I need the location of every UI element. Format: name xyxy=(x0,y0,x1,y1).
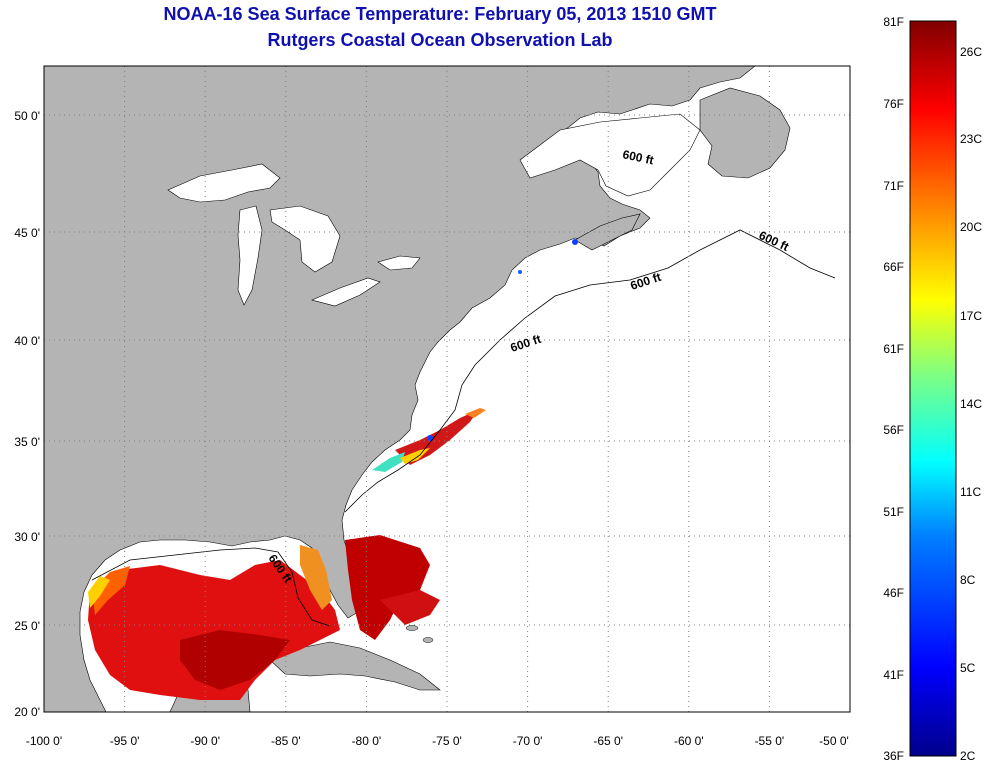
colorbar-c-label: 5C xyxy=(960,661,976,675)
lon-tick-label: -60 0' xyxy=(674,734,704,748)
lake-superior xyxy=(167,163,281,203)
colorbar-c-label: 20C xyxy=(960,220,982,234)
latitude-axis: 20 0' 25 0' 30 0' 35 0' 40 0' 45 0' 50 0… xyxy=(14,109,40,719)
colorbar-f-label: 76F xyxy=(883,97,904,111)
colorbar-f-label: 71F xyxy=(883,179,904,193)
colorbar-f-label: 61F xyxy=(883,342,904,356)
colorbar-f-label: 41F xyxy=(883,668,904,682)
lat-tick-label: 45 0' xyxy=(14,226,40,240)
colorbar-c-label: 14C xyxy=(960,397,982,411)
lat-tick-label: 30 0' xyxy=(14,530,40,544)
bathymetry-contour-600ft xyxy=(344,229,836,513)
lon-tick-label: -55 0' xyxy=(755,734,785,748)
lon-tick-label: -85 0' xyxy=(271,734,301,748)
colorbar-fahrenheit-labels: 81F 76F 71F 66F 61F 56F 51F 46F 41F 36F xyxy=(883,15,904,763)
lon-tick-label: -100 0' xyxy=(26,734,62,748)
colorbar-celsius-labels: 26C 23C 20C 17C 14C 11C 8C 5C 2C xyxy=(960,45,982,763)
colorbar-f-label: 66F xyxy=(883,260,904,274)
lat-tick-label: 40 0' xyxy=(14,334,40,348)
colorbar-f-label: 51F xyxy=(883,505,904,519)
lake-ontario xyxy=(377,255,421,271)
lon-tick-label: -95 0' xyxy=(110,734,140,748)
colorbar-c-label: 2C xyxy=(960,749,976,763)
lat-tick-label: 20 0' xyxy=(14,705,40,719)
colorbar-f-label: 56F xyxy=(883,423,904,437)
lake-erie xyxy=(311,277,381,307)
colorbar-c-label: 17C xyxy=(960,309,982,323)
lon-tick-label: -65 0' xyxy=(593,734,623,748)
longitude-axis: -100 0' -95 0' -90 0' -85 0' -80 0' -75 … xyxy=(26,734,849,748)
land-nova-scotia xyxy=(574,213,641,251)
gulf-st-lawrence xyxy=(519,113,701,197)
colorbar-f-label: 36F xyxy=(883,749,904,763)
colorbar xyxy=(909,20,957,757)
colorbar-f-label: 46F xyxy=(883,586,904,600)
colorbar-c-label: 26C xyxy=(960,45,982,59)
land-cuba xyxy=(269,641,441,691)
bathymetry-contour-gulf xyxy=(91,547,331,627)
map-title: NOAA-16 Sea Surface Temperature: Februar… xyxy=(163,4,717,24)
lat-tick-label: 50 0' xyxy=(14,109,40,123)
colorbar-c-label: 23C xyxy=(960,132,982,146)
lake-michigan xyxy=(237,205,263,306)
lon-tick-label: -75 0' xyxy=(432,734,462,748)
lat-tick-label: 35 0' xyxy=(14,435,40,449)
lon-tick-label: -70 0' xyxy=(513,734,543,748)
colorbar-c-label: 8C xyxy=(960,573,976,587)
land-newfoundland xyxy=(699,87,791,179)
colorbar-f-label: 81F xyxy=(883,15,904,29)
map-subtitle: Rutgers Coastal Ocean Observation Lab xyxy=(267,30,613,50)
map-frame xyxy=(43,65,851,713)
lake-huron xyxy=(269,205,341,273)
sst-data-layer xyxy=(88,239,578,700)
lon-tick-label: -50 0' xyxy=(819,734,849,748)
lon-tick-label: -90 0' xyxy=(190,734,220,748)
lon-tick-label: -80 0' xyxy=(352,734,382,748)
colorbar-c-label: 11C xyxy=(960,485,981,499)
lat-tick-label: 25 0' xyxy=(14,619,40,633)
contour-label-1: 600 ft xyxy=(621,147,655,167)
